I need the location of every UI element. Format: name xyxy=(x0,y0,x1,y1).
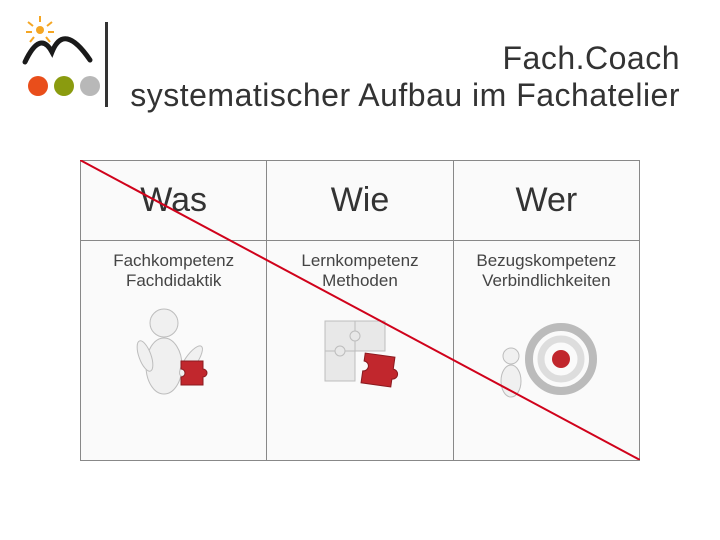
title-line2: systematischer Aufbau im Fachatelier xyxy=(130,77,680,114)
logo-dots xyxy=(28,76,100,96)
cell-wer: Bezugskompetenz Verbindlichkeiten xyxy=(453,241,639,461)
title-line1: Fach.Coach xyxy=(130,40,680,77)
cell-was: Fachkompetenz Fachdidaktik xyxy=(81,241,267,461)
wer-sub2: Verbindlichkeiten xyxy=(454,271,639,291)
was-sub2: Fachdidaktik xyxy=(81,271,266,291)
dot-1 xyxy=(28,76,48,96)
col-header-was: Was xyxy=(81,161,267,241)
dot-3 xyxy=(80,76,100,96)
cell-wie: Lernkompetenz Methoden xyxy=(267,241,453,461)
target-icon xyxy=(454,301,639,411)
sun-icon xyxy=(26,16,54,42)
brand-logo xyxy=(20,12,95,77)
wer-sub1: Bezugskompetenz xyxy=(476,251,616,270)
col-header-wer: Wer xyxy=(453,161,639,241)
content-table: Was Wie Wer Fachkompetenz Fachdidaktik xyxy=(80,160,640,460)
wie-sub1: Lernkompetenz xyxy=(301,251,418,270)
swoosh-icon xyxy=(25,39,90,62)
wie-sub2: Methoden xyxy=(267,271,452,291)
figure-puzzle-icon xyxy=(81,301,266,411)
was-sub1: Fachkompetenz xyxy=(113,251,234,270)
col-header-wie: Wie xyxy=(267,161,453,241)
puzzle-group-icon xyxy=(267,301,452,411)
dot-2 xyxy=(54,76,74,96)
slide-title: Fach.Coach systematischer Aufbau im Fach… xyxy=(130,40,680,114)
header-divider xyxy=(105,22,108,107)
